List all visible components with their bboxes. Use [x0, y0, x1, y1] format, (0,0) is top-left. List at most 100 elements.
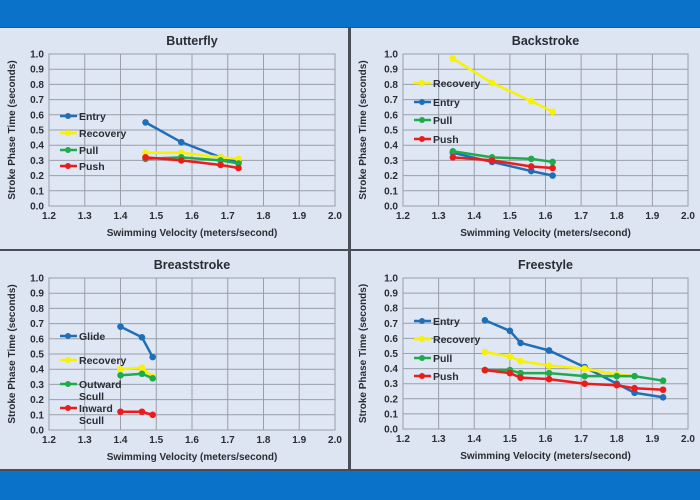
data-point: [545, 362, 553, 369]
chart-title: Freestyle: [518, 258, 573, 272]
y-tick-label: 0.9: [30, 65, 44, 76]
x-tick-label: 1.6: [185, 211, 199, 222]
y-tick-label: 0.8: [30, 80, 44, 91]
x-axis-label: Swimming Velocity (meters/second): [107, 452, 278, 463]
legend-label: Scull: [79, 391, 104, 403]
legend-marker: [419, 136, 425, 142]
data-point: [527, 155, 535, 163]
y-tick-label: 0.8: [384, 304, 398, 315]
data-point: [506, 369, 514, 377]
legend-label: Pull: [79, 145, 98, 157]
legend-item: Push: [414, 134, 459, 146]
data-point: [631, 389, 638, 397]
legend-label: Pull: [433, 115, 452, 127]
series-line: [145, 151, 239, 161]
data-point: [545, 369, 553, 377]
y-tick-label: 0.9: [384, 65, 398, 76]
legend-item: Pull: [414, 115, 452, 127]
data-point: [581, 365, 588, 372]
y-tick-label: 1.0: [30, 50, 44, 61]
data-point: [449, 154, 457, 161]
y-axis-label: Stroke Phase Time (seconds): [7, 60, 18, 199]
chart-title: Backstroke: [512, 34, 579, 48]
x-tick-label: 1.8: [610, 211, 624, 222]
y-tick-label: 0.1: [30, 186, 44, 197]
legend-marker: [65, 381, 71, 387]
x-tick-label: 1.9: [645, 211, 659, 222]
y-tick-label: 0.3: [384, 156, 398, 167]
series-pull: [449, 147, 556, 166]
x-tick-label: 1.7: [221, 211, 235, 222]
data-point: [488, 157, 496, 164]
series-push: [449, 154, 556, 172]
x-tick-label: 1.3: [432, 434, 446, 445]
legend-label: Glide: [79, 331, 105, 343]
legend-label: Recovery: [79, 355, 126, 367]
data-point: [506, 353, 514, 360]
data-point: [506, 327, 514, 335]
data-point: [235, 160, 242, 167]
y-tick-label: 0.3: [384, 379, 398, 390]
legend-item: Recovery: [60, 128, 126, 140]
series-push: [481, 366, 667, 394]
data-point: [142, 149, 149, 157]
x-tick-label: 1.2: [42, 211, 56, 222]
data-point: [527, 97, 535, 105]
x-tick-label: 1.6: [539, 434, 553, 445]
legend-label: Push: [433, 134, 459, 146]
legend-label: Recovery: [433, 334, 480, 346]
y-axis-label: Stroke Phase Time (seconds): [7, 284, 18, 423]
x-tick-label: 1.5: [503, 434, 517, 445]
legend-item: Pull: [60, 145, 98, 157]
legend-label: Entry: [433, 316, 460, 328]
y-tick-label: 0.7: [30, 95, 44, 106]
x-tick-label: 1.6: [539, 211, 553, 222]
data-point: [549, 108, 556, 116]
data-point: [117, 323, 124, 330]
legend-marker: [419, 80, 425, 86]
legend-item: Recovery: [60, 355, 126, 367]
series-recovery: [449, 55, 556, 116]
y-tick-label: 0.2: [30, 395, 44, 406]
series-line: [452, 151, 553, 177]
y-tick-label: 0.6: [384, 334, 398, 345]
y-tick-label: 0.6: [30, 110, 44, 121]
data-point: [527, 163, 535, 170]
legend-marker: [65, 147, 71, 153]
chart-svg: 0.0 0.1 0.2 0.3 0.4 0.5 0.6 0.7 0.8 0.9 1.0 1.2 1.3 1…: [358, 258, 695, 462]
series-line: [144, 121, 239, 164]
data-point: [631, 384, 638, 392]
backstroke-chart-panel: 0.0 0.1 0.2 0.3 0.4 0.5 0.6 0.7 0.8 0.9 1.0 1.2 1.3 1…: [351, 28, 700, 249]
legend-item: Entry: [414, 97, 460, 109]
data-point: [481, 366, 489, 374]
data-point: [117, 371, 124, 379]
legend-label: Inward: [79, 403, 113, 415]
legend-label: Entry: [79, 111, 106, 123]
y-tick-label: 0.0: [30, 202, 44, 213]
y-axis-label: Stroke Phase Time (seconds): [358, 60, 369, 199]
data-point: [581, 380, 588, 387]
x-tick-label: 1.4: [467, 434, 481, 445]
legend-item: Recovery: [414, 78, 480, 90]
y-tick-label: 0.0: [384, 425, 398, 436]
data-point: [517, 374, 524, 381]
data-point: [481, 316, 489, 324]
data-point: [527, 167, 535, 175]
data-point: [138, 364, 146, 371]
series-line: [452, 156, 553, 170]
data-point: [481, 348, 489, 356]
x-tick-label: 2.0: [328, 211, 342, 222]
y-tick-label: 0.7: [384, 319, 398, 330]
y-tick-label: 0.2: [384, 394, 398, 405]
legend-marker: [419, 373, 425, 379]
data-point: [142, 119, 149, 126]
legend-marker: [65, 130, 71, 136]
y-tick-label: 0.1: [384, 186, 398, 197]
x-tick-label: 1.7: [574, 434, 588, 445]
legend-marker: [419, 117, 425, 123]
chart-svg: 0.0 0.1 0.2 0.3 0.4 0.5 0.6 0.7 0.8 0.9 1.0 1.2 1.3 1…: [7, 34, 342, 239]
y-axis-label: Stroke Phase Time (seconds): [358, 284, 369, 423]
x-axis-label: Swimming Velocity (meters/second): [460, 451, 631, 462]
y-tick-label: 0.4: [384, 364, 398, 375]
